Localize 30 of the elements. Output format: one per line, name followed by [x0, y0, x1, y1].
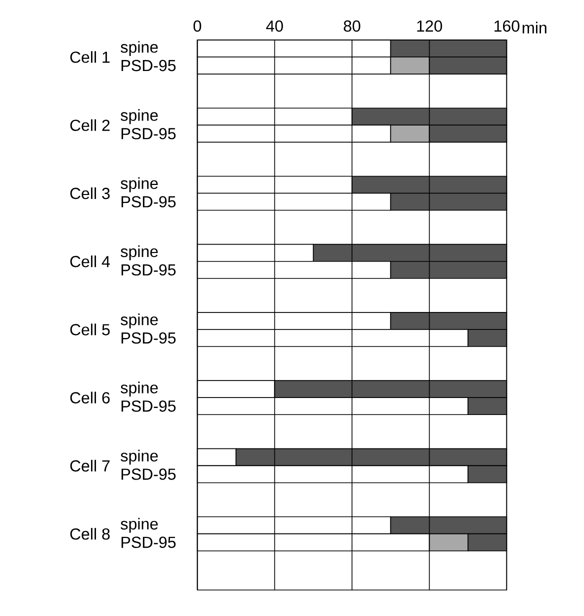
y-tick-label: spine [120, 245, 158, 260]
y-tick-label: PSD-95 [122, 196, 176, 208]
text: Cell 2 [70, 119, 110, 132]
y-tick-label: spine [120, 518, 158, 533]
y-tick-label: spine [120, 109, 158, 124]
y-tick-label: PSD-95 [122, 264, 176, 276]
y-tick-label: PSD-95 [122, 60, 176, 72]
x-tick-label: 0 [194, 20, 202, 32]
y-tick-label: spine [120, 314, 158, 328]
text: Cell 1 [70, 51, 110, 63]
x-tick-label: 120 [417, 20, 442, 32]
y-tick-label: PSD-95 [122, 400, 176, 412]
text: Cell 4 [70, 256, 110, 268]
y-tick-label: spine [120, 450, 158, 465]
text: Cell 7 [70, 460, 110, 472]
text: Cell 5 [70, 324, 110, 336]
y-tick-label: PSD-95 [122, 332, 176, 344]
y-tick-label: PSD-95 [122, 128, 176, 140]
y-tick-label: PSD-95 [122, 468, 176, 480]
text: Cell 6 [70, 392, 110, 404]
y-tick-label: spine [120, 41, 158, 56]
text: Cell 3 [70, 187, 110, 200]
y-tick-label: spine [120, 382, 158, 397]
y-tick-label: PSD-95 [122, 536, 176, 548]
x-tick-label: 160 [494, 20, 520, 32]
x-tick-label: 80 [344, 20, 360, 32]
y-tick-label: spine [120, 177, 158, 192]
x-tick-label: 40 [266, 20, 283, 32]
text: Cell 8 [70, 528, 110, 540]
x-axis-title: min [522, 22, 546, 34]
